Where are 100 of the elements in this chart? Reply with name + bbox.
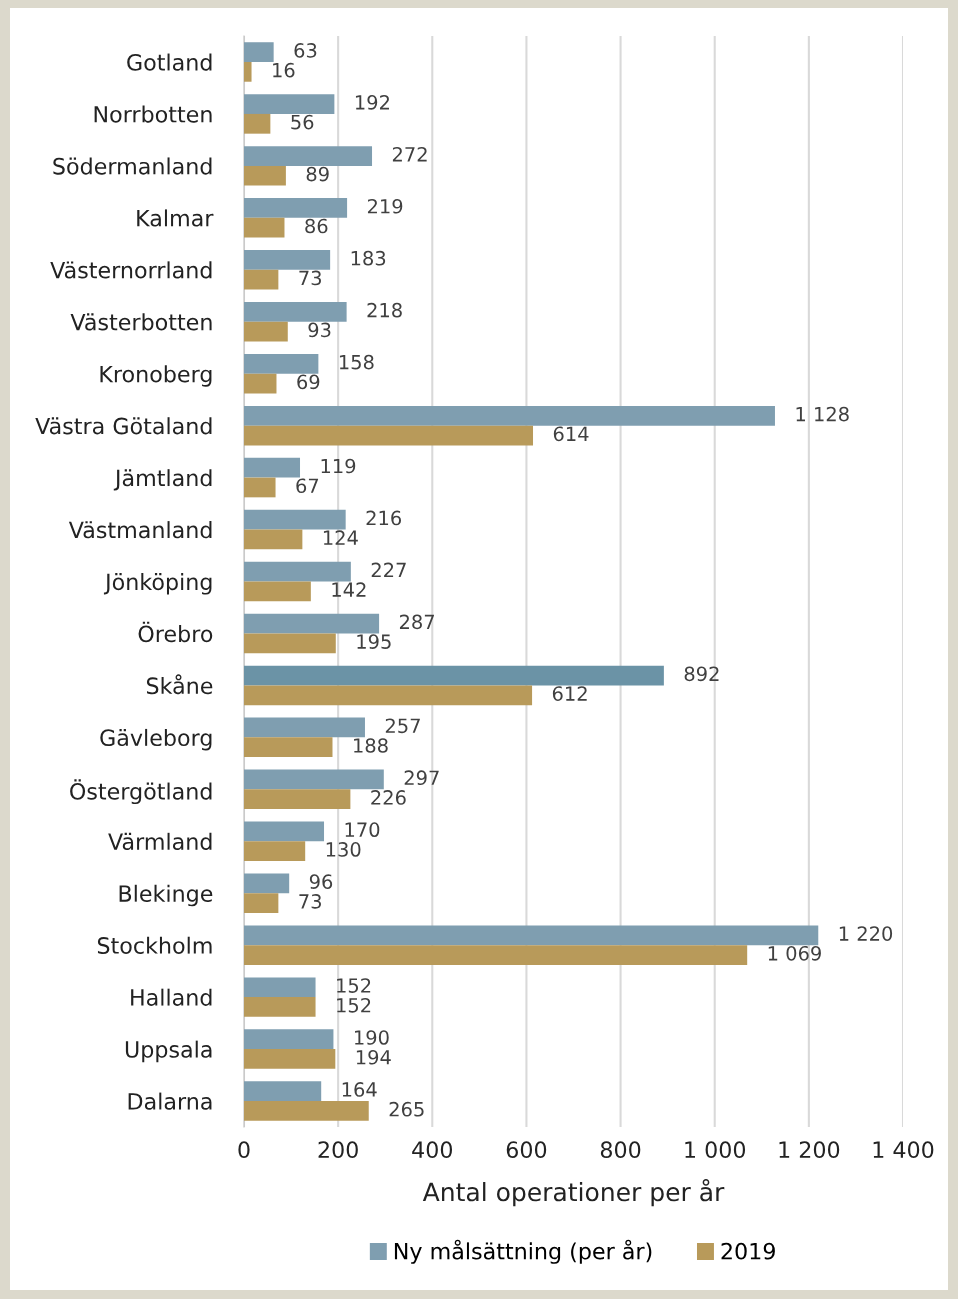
data-label: 218 [367,302,402,318]
data-label: 67 [296,478,319,494]
data-label: 226 [371,790,406,805]
data-label: 124 [323,530,358,545]
data-label: 183 [351,250,386,266]
bar [244,61,252,82]
bar [244,217,285,238]
bar [244,789,351,810]
data-label: 216 [366,510,402,526]
bar [244,509,346,530]
data-label: 69 [297,374,320,390]
data-label: 73 [299,270,321,286]
bar [244,977,316,998]
bar [244,769,384,790]
bar [244,146,373,166]
data-label: 142 [332,582,366,597]
y-tick-label: Halland [131,988,212,1006]
data-label: 190 [355,1030,389,1045]
bar [244,165,286,186]
x-tick-label: 400 [412,1141,453,1159]
data-label: 170 [345,822,380,838]
data-label: 1 220 [839,926,893,941]
y-tick-label: Örebro [138,621,213,643]
y-tick-label: Stockholm [97,936,212,954]
y-tick-label: Västmanland [68,521,212,539]
data-label: 192 [355,94,389,110]
data-label: 257 [385,718,420,734]
y-tick-label: Jönköping [103,573,212,595]
y-tick-label: Gävleborg [100,728,212,751]
data-label: 130 [326,842,361,857]
y-tick-label: Uppsala [125,1040,212,1063]
bar [244,1081,322,1102]
bar [244,561,351,582]
y-tick-label: Jämtland [113,469,212,491]
data-label: 612 [552,686,587,701]
y-tick-label: Skåne [146,674,213,695]
x-tick-label: 0 [238,1141,250,1159]
bar [244,373,277,394]
x-tick-label: 1 000 [685,1141,746,1159]
bar [244,302,347,322]
data-label: 164 [342,1082,377,1097]
bar [244,925,819,946]
y-tick-label: Västra Götaland [35,417,212,435]
y-tick-label: Blekinge [119,884,213,907]
bar [244,873,290,894]
bar [244,581,311,602]
data-label: 297 [404,770,439,786]
bar [244,1029,334,1050]
data-label: 86 [305,218,328,234]
data-label: 16 [273,62,295,78]
data-label: 614 [553,426,589,442]
bar [244,997,316,1017]
data-label: 119 [321,458,356,474]
data-label: 188 [354,738,388,753]
bar [244,737,333,758]
y-tick-label: Östergötland [70,779,212,805]
bar [244,665,664,686]
y-tick-label: Gotland [127,53,212,71]
bar [244,633,336,654]
data-label: 272 [392,146,427,162]
data-label: 1 069 [768,945,821,961]
x-tick-label: 200 [318,1141,358,1159]
bar [244,685,533,706]
data-label: 96 [309,874,333,889]
bar [244,717,365,738]
data-label: 152 [337,978,371,993]
bar [244,821,325,842]
x-axis-title: Antal operationer per år [422,1179,725,1207]
bar [244,613,380,634]
data-label: 73 [299,894,321,909]
legend-label: Ny målsättning (per år) [394,1239,652,1264]
bar [244,250,331,270]
y-tick-label: Västernorrland [50,261,212,279]
x-tick-label: 1 400 [873,1141,934,1159]
bar [244,269,279,290]
bar [244,113,271,134]
data-label: 227 [371,562,406,577]
x-tick-label: 800 [600,1141,641,1159]
data-label: 892 [684,666,719,682]
bar [244,321,288,342]
bar [244,42,274,62]
legend-label: 2019 [721,1242,775,1260]
bar [244,405,775,426]
bar [244,1101,369,1121]
y-tick-label: Värmland [108,832,212,851]
bar [244,425,534,446]
bar [244,198,348,218]
bar [244,477,276,498]
y-tick-label: Kronoberg [100,365,212,387]
y-tick-label: Västerbotten [70,313,212,331]
data-label: 158 [339,354,374,370]
bar [244,841,306,861]
data-label: 93 [308,322,331,338]
y-tick-label: Södermanland [53,157,212,175]
y-tick-label: Norrbotten [94,105,212,123]
y-tick-label: Kalmar [137,209,214,227]
data-label: 194 [356,1049,391,1065]
bar [244,353,319,374]
x-tick-label: 600 [506,1141,547,1159]
bar [244,529,303,550]
